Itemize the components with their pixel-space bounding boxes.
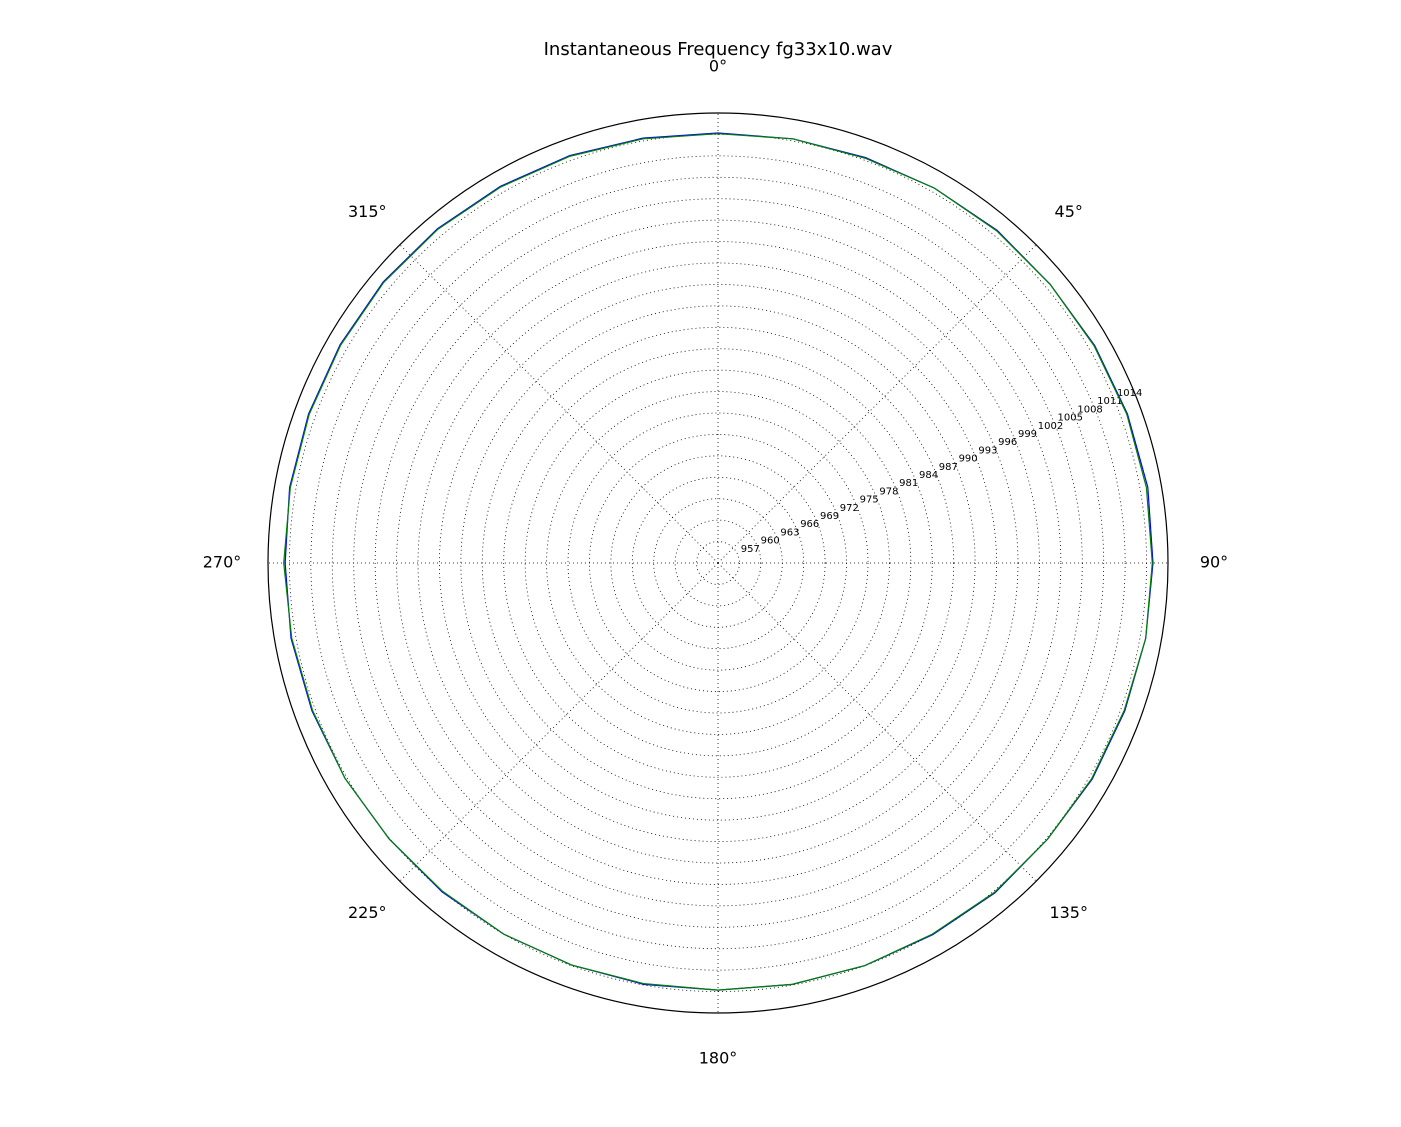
chart-title: Instantaneous Frequency fg33x10.wav	[544, 39, 893, 60]
series-line	[283, 133, 1153, 991]
r-tick-label: 966	[800, 519, 819, 530]
series-line	[284, 132, 1154, 991]
grid-ring	[481, 326, 955, 800]
r-tick-label: 987	[939, 462, 958, 473]
theta-tick-label: 270°	[203, 553, 242, 572]
grid-ring	[567, 412, 869, 714]
r-tick-label: 990	[959, 454, 978, 465]
theta-tick-label: 135°	[1049, 903, 1088, 922]
grid-spoke	[717, 562, 1037, 882]
grid-ring	[310, 155, 1126, 971]
grid-ring	[396, 241, 1040, 885]
r-tick-label: 978	[879, 486, 898, 497]
r-tick-label: 1011	[1097, 396, 1122, 407]
grid-spoke	[399, 562, 719, 882]
r-tick-label: 963	[780, 527, 799, 538]
r-tick-label: 975	[860, 495, 879, 506]
outer-frame	[267, 112, 1169, 1014]
theta-tick-label: 225°	[348, 903, 387, 922]
grid-ring	[460, 305, 976, 821]
r-tick-label: 960	[761, 536, 780, 547]
r-tick-label: 957	[741, 544, 760, 555]
theta-tick-label: 90°	[1200, 553, 1228, 572]
grid-ring	[674, 519, 762, 607]
grid-spoke	[717, 244, 1037, 564]
grid-ring	[503, 348, 933, 778]
r-tick-label: 1008	[1077, 404, 1102, 415]
grid-ring	[374, 219, 1062, 907]
theta-tick-label: 0°	[709, 57, 727, 76]
grid-ring	[696, 541, 740, 585]
r-tick-label: 969	[820, 511, 839, 522]
theta-tick-label: 315°	[348, 202, 387, 221]
r-tick-label: 1014	[1117, 388, 1142, 399]
grid-ring	[546, 391, 890, 735]
theta-tick-label: 45°	[1055, 202, 1083, 221]
r-tick-label: 984	[919, 470, 938, 481]
r-tick-label: 981	[899, 478, 918, 489]
r-tick-label: 1005	[1058, 413, 1083, 424]
r-tick-label: 993	[978, 445, 997, 456]
r-tick-label: 999	[1018, 429, 1037, 440]
r-tick-label: 996	[998, 437, 1017, 448]
grid-spoke	[399, 244, 719, 564]
grid-ring	[631, 476, 805, 650]
grid-ring	[610, 455, 826, 671]
theta-tick-label: 180°	[699, 1049, 738, 1068]
grid-ring	[331, 176, 1105, 950]
r-tick-label: 1002	[1038, 421, 1063, 432]
grid-ring	[439, 284, 997, 842]
r-tick-label: 972	[840, 503, 859, 514]
